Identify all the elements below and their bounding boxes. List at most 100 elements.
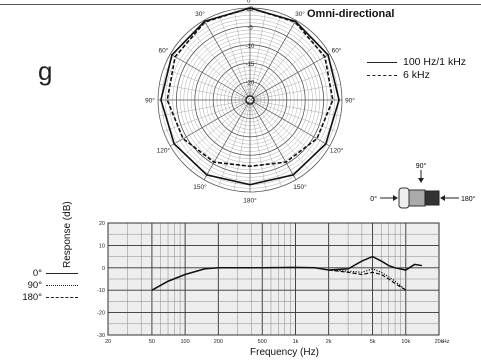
polar-spoke: [203, 99, 251, 180]
polar-spoke: [249, 13, 282, 101]
mic-label-top: 90°: [416, 162, 427, 170]
polar-ring-label: -25: [246, 99, 255, 105]
polar-spoke: [190, 29, 251, 101]
y-axis-label: Response (dB): [62, 201, 73, 268]
polar-spoke: [218, 13, 251, 101]
legend-item-dashed: 6 kHz: [367, 69, 430, 81]
fr-x-tick-label: 50: [149, 339, 155, 345]
polar-spoke: [179, 40, 251, 101]
polar-angle-label: 180°: [243, 197, 257, 205]
polar-spoke: [190, 99, 251, 171]
fr-legend-swatch-solid: [46, 273, 78, 274]
fr-legend-swatch-dashed: [46, 297, 78, 298]
polar-ring-label: -15: [246, 62, 255, 68]
top-rule: [0, 4, 481, 5]
polar-db-label: dB: [246, 7, 253, 13]
polar-spoke: [249, 40, 321, 101]
fr-legend-label-0: 0°: [32, 268, 42, 279]
polar-spoke: [249, 29, 310, 101]
polar-spoke: [233, 99, 251, 191]
fr-x-tick-label: 1k: [293, 339, 299, 345]
polar-angle-label: 120°: [157, 147, 171, 155]
polar-spoke: [249, 99, 321, 160]
fr-y-tick-label: 0: [102, 266, 105, 272]
polar-angle-label: 150°: [193, 183, 207, 191]
fr-x-tick-label: 100: [181, 339, 190, 345]
polar-angle-label: 60°: [332, 47, 342, 55]
microphone-diagram: 90° 0° 180°: [370, 162, 475, 209]
polar-angle-label: 30°: [195, 10, 205, 18]
legend-swatch-dashed: [367, 74, 397, 76]
polar-spoke: [249, 20, 297, 101]
fr-series-0: [151, 255, 423, 291]
fr-y-tick-label: 20: [99, 221, 105, 227]
polar-spoke: [249, 53, 330, 101]
polar-series: [160, 7, 340, 186]
polar-angle-label: 90°: [345, 97, 355, 105]
x-axis-label: Frequency (Hz): [250, 347, 319, 358]
legend-item-solid: 100 Hz/1 kHz: [367, 56, 466, 68]
fr-x-tick-label: 20: [105, 339, 111, 345]
fr-y-tick-label: -20: [97, 311, 105, 317]
polar-spoke: [179, 99, 251, 160]
polar-ring-label: -20: [246, 81, 255, 87]
polar-spoke: [249, 83, 341, 101]
fr-x-unit-label: Hz: [443, 339, 450, 345]
polar-spoke: [249, 99, 341, 117]
polar-angle-label: 90°: [145, 97, 155, 105]
polar-angle-label: 120°: [330, 147, 344, 155]
fr-x-tick-label: 10k: [401, 339, 410, 345]
mic-label-right: 180°: [461, 195, 475, 203]
polar-spoke: [163, 68, 251, 101]
legend-swatch-solid: [367, 61, 397, 63]
fr-legend-label-2: 180°: [22, 292, 42, 303]
polar-spoke: [218, 99, 251, 187]
legend-label-solid: 100 Hz/1 kHz: [403, 56, 467, 68]
polar-spoke: [249, 99, 282, 187]
fr-y-tick-label: 10: [99, 243, 105, 249]
polar-center: [245, 95, 255, 105]
polar-spoke: [249, 99, 267, 191]
mic-arrowhead-right: [440, 195, 445, 201]
polar-spoke: [170, 53, 251, 101]
fr-x-tick-label: 500: [258, 339, 267, 345]
mic-body: [424, 190, 440, 206]
polar-spoke: [159, 83, 251, 101]
polar-grid: [157, 7, 343, 193]
polar-series-1: [166, 7, 334, 168]
polar-spoke: [249, 68, 337, 101]
fr-x-tick-label: 2k: [326, 339, 332, 345]
fr-y-tick-label: -30: [97, 333, 105, 339]
fr-legend-item-1: 90°: [0, 280, 78, 291]
fr-legend-swatch-dotted: [46, 285, 78, 286]
mic-arrowhead-left: [393, 195, 398, 201]
polar-spoke: [233, 9, 251, 101]
fr-x-tick-label: 200: [214, 339, 223, 345]
fr-x-tick-label: 20k: [435, 339, 444, 345]
polar-angle-labels: 0° 30° 60° 90° 120° 150° 180° 150° 120° 90° 60° 30°…: [145, 0, 355, 205]
chart-title: Omni-directional: [307, 8, 395, 20]
polar-spoke: [249, 9, 267, 101]
polar-spoke: [159, 99, 251, 117]
cut-off-text: g: [38, 56, 53, 86]
fr-legend-item-0: 0°: [0, 268, 78, 279]
fr-series: [151, 255, 423, 291]
polar-spoke: [170, 99, 251, 147]
polar-spoke: [249, 99, 297, 180]
fr-x-tick-label: 5k: [370, 339, 376, 345]
polar-ring-label: -10: [246, 44, 255, 50]
polar-spoke: [203, 20, 251, 101]
mic-arrowhead-top: [418, 178, 424, 183]
polar-angle-label: 60°: [158, 47, 168, 55]
polar-spoke: [249, 99, 330, 147]
mic-label-left: 0°: [370, 195, 377, 203]
polar-angle-label: 150°: [293, 183, 307, 191]
polar-angle-label: 0°: [247, 0, 254, 5]
polar-angle-label: 30°: [295, 10, 305, 18]
fr-legend-label-1: 90°: [27, 280, 42, 291]
polar-ring-label: -5: [247, 25, 253, 31]
fr-y-tick-label: -10: [97, 288, 105, 294]
polar-series-0: [160, 7, 340, 186]
